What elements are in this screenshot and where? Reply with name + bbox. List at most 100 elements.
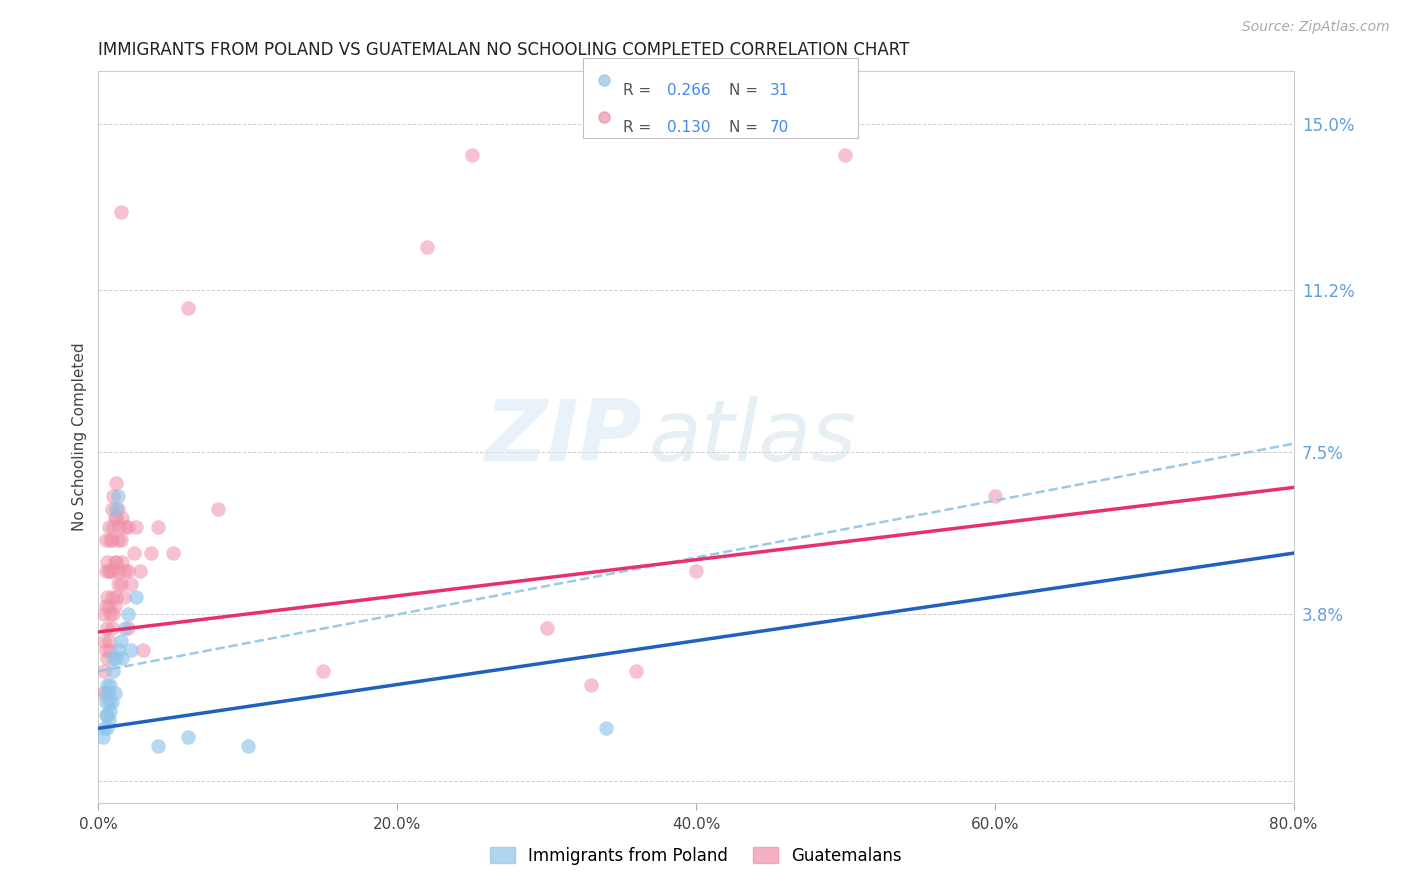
Point <box>125 520 148 534</box>
Point <box>101 695 124 709</box>
Point <box>93 722 115 736</box>
Point <box>124 546 146 560</box>
Point <box>101 533 124 547</box>
Text: R =: R = <box>623 120 657 135</box>
Point <box>104 511 127 525</box>
Point <box>132 642 155 657</box>
Point <box>97 633 120 648</box>
Point <box>94 708 117 723</box>
Point <box>108 642 131 657</box>
Point <box>94 686 117 700</box>
Text: IMMIGRANTS FROM POLAND VS GUATEMALAN NO SCHOOLING COMPLETED CORRELATION CHART: IMMIGRANTS FROM POLAND VS GUATEMALAN NO … <box>98 41 910 59</box>
Point <box>207 502 229 516</box>
Point <box>96 555 118 569</box>
Point <box>685 564 707 578</box>
Point <box>96 677 118 691</box>
Point <box>595 722 617 736</box>
Point <box>112 590 135 604</box>
Point <box>93 607 115 622</box>
Point <box>107 489 129 503</box>
Text: Source: ZipAtlas.com: Source: ZipAtlas.com <box>1241 20 1389 34</box>
Point <box>148 739 170 753</box>
Point <box>96 651 118 665</box>
Point <box>104 555 127 569</box>
Text: N =: N = <box>728 83 762 97</box>
Point <box>114 621 136 635</box>
Point <box>94 642 117 657</box>
Text: 70: 70 <box>770 120 789 135</box>
Point <box>93 665 115 679</box>
Point <box>98 704 122 718</box>
Point <box>111 651 134 665</box>
Point <box>97 695 120 709</box>
Point <box>103 607 125 622</box>
Point <box>98 533 122 547</box>
Text: 31: 31 <box>770 83 789 97</box>
Point <box>626 665 648 679</box>
Point <box>103 489 125 503</box>
Point <box>461 147 484 161</box>
Point <box>97 520 120 534</box>
Point <box>536 621 558 635</box>
Text: atlas: atlas <box>648 395 856 479</box>
Y-axis label: No Schooling Completed: No Schooling Completed <box>72 343 87 532</box>
Point <box>177 301 200 315</box>
Point <box>117 607 139 622</box>
Point <box>105 555 128 569</box>
Point <box>108 564 131 578</box>
Point <box>93 633 115 648</box>
Point <box>97 713 120 727</box>
Point <box>105 651 128 665</box>
Point <box>103 564 125 578</box>
Point <box>984 489 1007 503</box>
Point <box>139 546 162 560</box>
Text: N =: N = <box>728 120 762 135</box>
Point <box>97 599 120 613</box>
Point <box>98 642 122 657</box>
Point <box>94 695 117 709</box>
Point <box>105 476 128 491</box>
Text: ZIP: ZIP <box>485 395 643 479</box>
Point <box>114 520 136 534</box>
Point <box>98 677 122 691</box>
Point <box>177 730 200 744</box>
Point <box>101 621 124 635</box>
Point <box>103 665 125 679</box>
Point <box>581 677 603 691</box>
Point <box>101 502 124 516</box>
Point <box>110 533 132 547</box>
Point <box>107 533 129 547</box>
Point <box>91 686 114 700</box>
Point <box>148 520 170 534</box>
Point <box>416 239 439 253</box>
Point <box>117 621 139 635</box>
Point <box>96 590 118 604</box>
Point <box>110 204 132 219</box>
Point <box>125 590 148 604</box>
Point <box>103 520 125 534</box>
Point <box>91 730 114 744</box>
Point <box>162 546 184 560</box>
Point <box>108 520 131 534</box>
Point <box>97 686 120 700</box>
Point <box>98 607 122 622</box>
Point <box>96 722 118 736</box>
Point <box>94 564 117 578</box>
Point <box>120 576 142 591</box>
Point <box>97 564 120 578</box>
Legend: Immigrants from Poland, Guatemalans: Immigrants from Poland, Guatemalans <box>484 840 908 871</box>
Text: R =: R = <box>623 83 657 97</box>
Point <box>117 520 139 534</box>
Point <box>94 599 117 613</box>
Point <box>114 564 136 578</box>
Point <box>101 590 124 604</box>
Point <box>107 502 129 516</box>
Point <box>593 72 616 87</box>
Point <box>120 642 142 657</box>
Text: 0.266: 0.266 <box>666 83 711 97</box>
Point <box>96 708 118 723</box>
Point <box>236 739 259 753</box>
Point <box>104 599 127 613</box>
Point <box>94 533 117 547</box>
Point <box>834 147 856 161</box>
